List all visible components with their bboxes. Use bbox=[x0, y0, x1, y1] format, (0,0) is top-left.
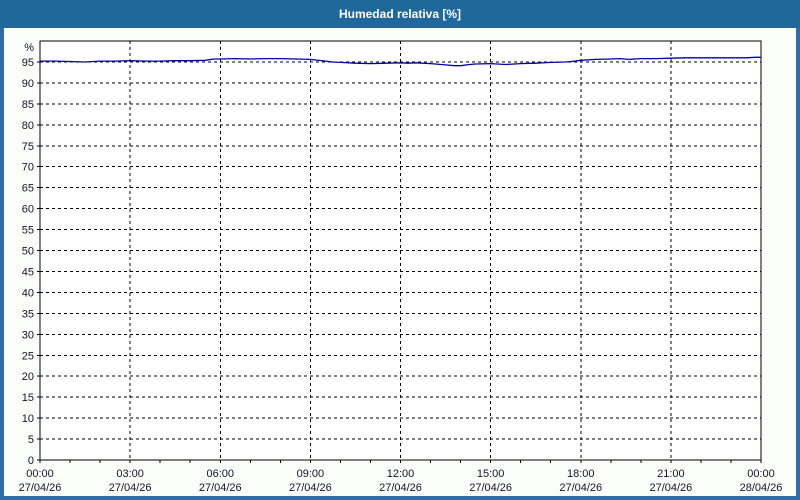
title-bar: Humedad relativa [%] bbox=[0, 0, 800, 28]
window-title: Humedad relativa [%] bbox=[338, 7, 462, 21]
y-axis-unit-label: % bbox=[24, 42, 34, 54]
y-tick-label: 25 bbox=[22, 350, 34, 362]
x-tick-time-label: 00:00 bbox=[747, 468, 775, 480]
x-tick-time-label: 21:00 bbox=[657, 468, 685, 480]
x-tick-date-label: 27/04/26 bbox=[289, 482, 332, 494]
x-tick-time-label: 12:00 bbox=[387, 468, 415, 480]
x-tick-time-label: 15:00 bbox=[477, 468, 505, 480]
y-tick-label: 30 bbox=[22, 329, 34, 341]
y-tick-label: 70 bbox=[22, 162, 34, 174]
x-tick-date-label: 27/04/26 bbox=[649, 482, 692, 494]
x-tick-date-label: 27/04/26 bbox=[109, 482, 152, 494]
y-tick-label: 55 bbox=[22, 225, 34, 237]
y-tick-label: 95 bbox=[22, 57, 34, 69]
y-tick-label: 15 bbox=[22, 392, 34, 404]
x-tick-time-label: 00:00 bbox=[26, 468, 54, 480]
y-tick-label: 35 bbox=[22, 308, 34, 320]
y-tick-label: 65 bbox=[22, 183, 34, 195]
y-tick-label: 10 bbox=[22, 413, 34, 425]
y-tick-label: 85 bbox=[22, 99, 34, 111]
y-tick-label: 20 bbox=[22, 371, 34, 383]
x-tick-time-label: 09:00 bbox=[297, 468, 325, 480]
y-tick-label: 50 bbox=[22, 246, 34, 258]
y-tick-label: 40 bbox=[22, 287, 34, 299]
y-tick-label: 5 bbox=[28, 434, 34, 446]
x-tick-date-label: 27/04/26 bbox=[379, 482, 422, 494]
y-tick-label: 75 bbox=[22, 141, 34, 153]
x-tick-time-label: 06:00 bbox=[206, 468, 234, 480]
x-tick-date-label: 27/04/26 bbox=[19, 482, 62, 494]
y-tick-label: 45 bbox=[22, 266, 34, 278]
y-tick-label: 60 bbox=[22, 204, 34, 216]
x-tick-date-label: 27/04/26 bbox=[199, 482, 242, 494]
humidity-line bbox=[39, 56, 762, 67]
y-tick-label: 90 bbox=[22, 78, 34, 90]
x-tick-time-label: 03:00 bbox=[116, 468, 144, 480]
x-tick-time-label: 18:00 bbox=[567, 468, 595, 480]
y-tick-label: 0 bbox=[28, 455, 34, 467]
x-tick-date-label: 27/04/26 bbox=[469, 482, 512, 494]
x-tick-date-label: 28/04/26 bbox=[740, 482, 783, 494]
y-tick-label: 80 bbox=[22, 120, 34, 132]
x-tick-date-label: 27/04/26 bbox=[559, 482, 602, 494]
